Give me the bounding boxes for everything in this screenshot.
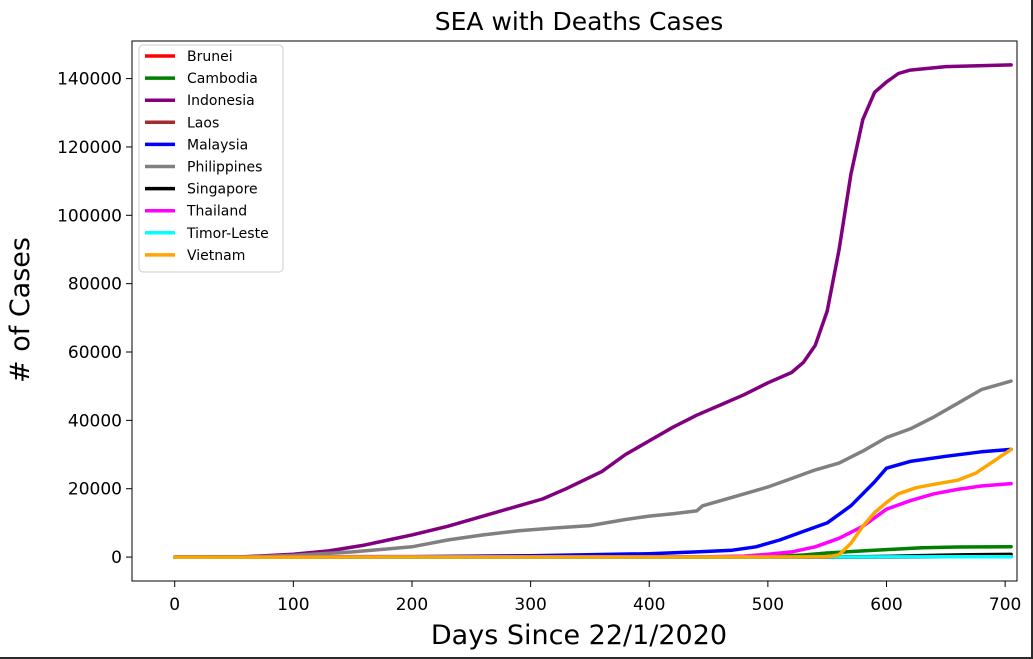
ticks-layer: 0 100 200 300 400 500 600 700 0 20000 40000 60000 80… — [57, 70, 1021, 615]
y-tick-label: 100000 — [57, 206, 122, 226]
series-line-vietnam — [172, 447, 1013, 559]
legend-label-philippines: Philippines — [187, 160, 262, 176]
legend-label-indonesia: Indonesia — [187, 93, 255, 109]
x-tick-label: 200 — [396, 595, 428, 615]
legend-label-timor-leste: Timor-Leste — [186, 226, 269, 242]
x-tick-label: 0 — [169, 595, 180, 615]
legend-label-singapore: Singapore — [187, 182, 258, 198]
x-tick-label: 600 — [870, 595, 902, 615]
x-tick-label: 500 — [752, 595, 784, 615]
plot-area-frame — [131, 40, 1018, 582]
series-layer — [172, 63, 1013, 559]
x-tick-label: 400 — [633, 595, 665, 615]
y-axis-label: # of Cases — [5, 237, 36, 383]
y-tick-label: 40000 — [68, 411, 122, 431]
legend-label-laos: Laos — [187, 115, 219, 131]
x-tick-label: 300 — [514, 595, 546, 615]
series-line-philippines — [172, 379, 1013, 559]
legend-label-vietnam: Vietnam — [187, 248, 245, 264]
y-tick-label: 60000 — [68, 343, 122, 363]
legend: Brunei Cambodia Indonesia Laos Malaysia Phili… — [138, 44, 284, 273]
y-tick-label: 80000 — [68, 275, 122, 295]
x-tick-label: 700 — [989, 595, 1021, 615]
legend-label-cambodia: Cambodia — [187, 71, 258, 87]
chart-title: SEA with Deaths Cases — [435, 7, 723, 36]
y-tick-label: 140000 — [57, 70, 122, 90]
y-tick-label: 120000 — [57, 138, 122, 158]
x-tick-label: 100 — [277, 595, 309, 615]
legend-label-thailand: Thailand — [186, 204, 247, 220]
x-axis-label: Days Since 22/1/2020 — [431, 620, 727, 651]
y-tick-label: 0 — [111, 548, 122, 568]
legend-label-brunei: Brunei — [187, 49, 233, 65]
series-line-indonesia — [172, 63, 1013, 559]
series-line-thailand — [172, 481, 1013, 559]
y-tick-label: 20000 — [68, 480, 122, 500]
legend-label-malaysia: Malaysia — [187, 137, 248, 153]
